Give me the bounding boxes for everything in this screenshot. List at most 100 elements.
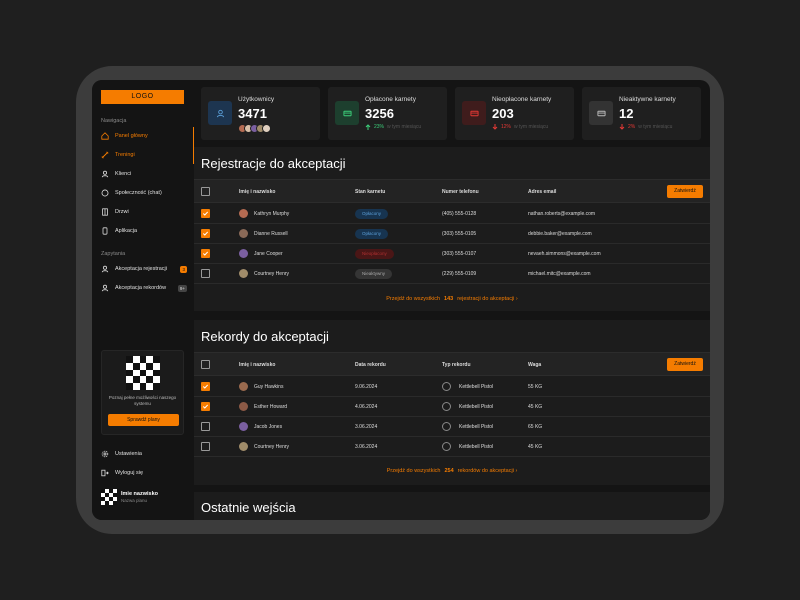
- table-header: Imię i nazwisko Stan karnetu Numer telef…: [194, 179, 710, 203]
- row-checkbox[interactable]: [201, 249, 210, 258]
- kettlebell-icon: [442, 422, 451, 431]
- sidebar-item-app[interactable]: Aplikacja: [101, 225, 187, 237]
- row-email: debbie.baker@example.com: [528, 231, 592, 237]
- kettlebell-icon: [442, 382, 451, 391]
- row-weight: 55 KG: [528, 384, 543, 390]
- arrow-down-icon: [619, 124, 625, 130]
- logout-icon: [101, 469, 109, 477]
- column-header[interactable]: Stan karnetu: [355, 189, 386, 195]
- column-header[interactable]: Waga: [528, 362, 542, 368]
- avatar: [239, 269, 248, 278]
- section-title: Rekordy do akceptacji: [201, 329, 329, 344]
- row-checkbox[interactable]: [201, 209, 210, 218]
- avatar: [101, 489, 117, 505]
- sidebar-item-records[interactable]: Akceptacja rekordów 9+: [101, 282, 187, 294]
- row-checkbox[interactable]: [201, 422, 210, 431]
- row-type: Kettlebell Pistol: [459, 404, 494, 410]
- table-row[interactable]: Dianne Russell Opłacony (303) 555-0105 debb…: [194, 224, 710, 244]
- link-count: 143: [444, 296, 454, 302]
- column-header[interactable]: Typ rekordu: [442, 362, 471, 368]
- column-header[interactable]: Imię i nazwisko: [239, 189, 276, 195]
- check-plans-button[interactable]: Sprawdź plany: [108, 414, 179, 426]
- approve-button[interactable]: Zatwierdź: [667, 185, 703, 198]
- section-title: Rejestracje do akceptacji: [201, 156, 346, 171]
- chevron-right-icon: ›: [515, 296, 518, 302]
- sidebar: LOGO Nawigacja Panel główny Treningi Kli…: [92, 80, 193, 520]
- row-email: nevaeh.simmons@example.com: [528, 251, 601, 257]
- stat-card-users[interactable]: Użytkownicy 3471: [201, 87, 320, 140]
- table-row[interactable]: Jacob Jones 3.06.2024 Kettlebell Pistol 65 …: [194, 417, 710, 437]
- view-all-registrations-link[interactable]: Przejdź do wszystkich 143 rejestracji do a…: [194, 296, 710, 302]
- stat-pct: 2%: [628, 124, 636, 130]
- row-checkbox[interactable]: [201, 382, 210, 391]
- table-row[interactable]: Guy Hawkins 9.06.2024 Kettlebell Pistol 55 …: [194, 377, 710, 397]
- user-icon: [101, 265, 109, 273]
- select-all-checkbox[interactable]: [201, 360, 210, 369]
- stat-pct: 23%: [374, 124, 385, 130]
- sidebar-item-label: Klienci: [115, 171, 132, 177]
- user-icon: [101, 284, 109, 292]
- row-checkbox[interactable]: [201, 229, 210, 238]
- count-badge: 9+: [177, 284, 187, 292]
- promo-text: Poznaj pełne możliwości naszego systemu: [108, 395, 177, 406]
- sidebar-item-settings[interactable]: Ustawienia: [101, 448, 187, 460]
- avatar: [239, 249, 248, 258]
- row-name: Dianne Russell: [254, 231, 288, 237]
- stat-card-inactive[interactable]: Nieaktywne karnety 12 2% w tym miesiącu: [582, 87, 701, 140]
- arrow-down-icon: [492, 124, 498, 130]
- row-phone: (303) 555-0105: [442, 231, 477, 237]
- stat-card-paid[interactable]: Opłacone karnety 3256 23% w tym miesiącu: [328, 87, 447, 140]
- sidebar-item-community[interactable]: Społeczność (chat): [101, 187, 187, 199]
- checker-graphic: [126, 356, 160, 390]
- table-header: Imię i nazwisko Data rekordu Typ rekordu…: [194, 352, 710, 376]
- column-header[interactable]: Numer telefonu: [442, 189, 479, 195]
- stat-trend: 12% w tym miesiącu: [492, 124, 548, 130]
- user-name: Imie nazwisko: [121, 491, 158, 497]
- status-badge: Opłacony: [355, 229, 389, 239]
- row-name: Jacob Jones: [254, 424, 283, 430]
- app-screen: LOGO Nawigacja Panel główny Treningi Kli…: [92, 80, 710, 520]
- table-row[interactable]: Esther Howard 4.06.2024 Kettlebell Pistol 4…: [194, 397, 710, 417]
- stat-value: 203: [492, 106, 514, 121]
- table-row[interactable]: Jane Cooper Nieopłacony (303) 555-0107 neva…: [194, 244, 710, 264]
- user-profile[interactable]: Imie nazwisko Nazwa planu: [101, 487, 187, 507]
- stat-value: 3471: [238, 106, 267, 121]
- sidebar-item-registrations[interactable]: Akceptacja rejestracji 3: [101, 263, 187, 275]
- card-icon: [335, 101, 359, 125]
- row-checkbox[interactable]: [201, 269, 210, 278]
- sidebar-item-clients[interactable]: Klienci: [101, 168, 187, 180]
- sidebar-item-label: Społeczność (chat): [115, 190, 162, 196]
- link-text: Przejdź do wszystkich: [386, 296, 441, 302]
- active-indicator: [193, 127, 194, 164]
- card-icon: [589, 101, 613, 125]
- link-text: rejestracji do akceptacji: [457, 296, 515, 302]
- table-row[interactable]: Kathryn Murphy Opłacony (405) 555-0128 nath…: [194, 204, 710, 224]
- view-all-records-link[interactable]: Przejdź do wszystkich 254 rekordów do akce…: [194, 468, 710, 474]
- requests-section-label: Zapytania: [101, 251, 126, 257]
- column-header[interactable]: Data rekordu: [355, 362, 386, 368]
- column-header[interactable]: Adres email: [528, 189, 557, 195]
- logo[interactable]: LOGO: [101, 90, 184, 104]
- row-type: Kettlebell Pistol: [459, 444, 494, 450]
- row-phone: (405) 555-0128: [442, 211, 477, 217]
- row-checkbox[interactable]: [201, 442, 210, 451]
- avatar: [239, 442, 248, 451]
- sidebar-item-trainings[interactable]: Treningi: [101, 149, 187, 161]
- row-date: 3.06.2024: [355, 424, 378, 430]
- stat-note: w tym miesiącu: [514, 124, 549, 130]
- row-name: Courtney Henry: [254, 444, 290, 450]
- approve-button[interactable]: Zatwierdź: [667, 358, 703, 371]
- select-all-checkbox[interactable]: [201, 187, 210, 196]
- stat-note: w tym miesiącu: [387, 124, 422, 130]
- sidebar-item-label: Wyloguj się: [115, 470, 144, 476]
- home-icon: [101, 132, 109, 140]
- table-row[interactable]: Courtney Henry Nieaktywny (229) 555-0109 mi…: [194, 264, 710, 284]
- logout-button[interactable]: Wyloguj się: [101, 467, 187, 479]
- row-checkbox[interactable]: [201, 402, 210, 411]
- table-row[interactable]: Courtney Henry 3.06.2024 Kettlebell Pistol…: [194, 437, 710, 457]
- sidebar-item-doors[interactable]: Drzwi: [101, 206, 187, 218]
- stat-card-unpaid[interactable]: Nieopłacone karnety 203 12% w tym miesią…: [455, 87, 574, 140]
- column-header[interactable]: Imię i nazwisko: [239, 362, 276, 368]
- sidebar-item-dashboard[interactable]: Panel główny: [101, 130, 187, 142]
- row-weight: 45 KG: [528, 444, 543, 450]
